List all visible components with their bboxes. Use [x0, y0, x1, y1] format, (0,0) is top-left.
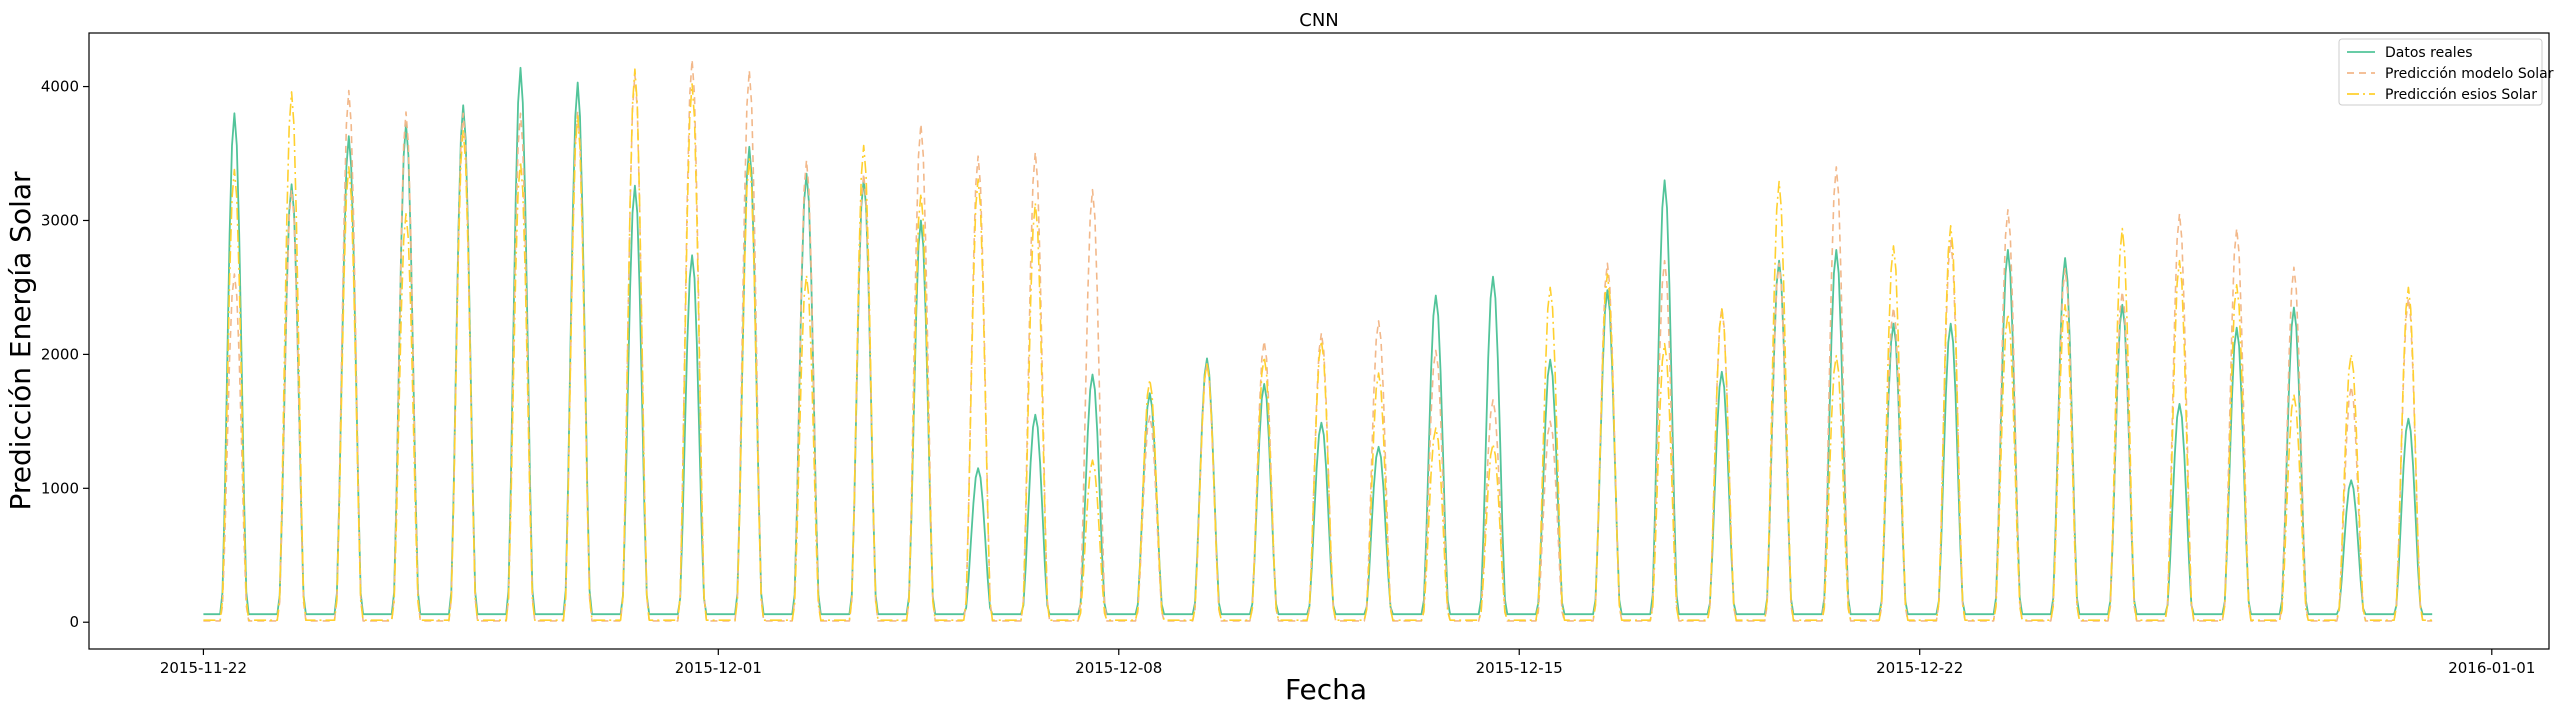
y-tick-label: 4000 [41, 78, 79, 96]
series-line-2 [203, 58, 2433, 622]
legend: Datos reales Predicción modelo Solar Predi… [2338, 38, 2554, 106]
plot-frame [88, 32, 2550, 650]
x-tick-label: 2016-01-01 [2448, 659, 2535, 677]
x-tick-label: 2015-11-22 [160, 659, 247, 677]
series-line-1 [203, 66, 2433, 616]
series-line-3 [203, 68, 2433, 622]
x-axis: 2015-11-22 2015-12-01 2015-12-08 2015-12-15… [160, 649, 2535, 677]
x-tick-label: 2015-12-01 [675, 659, 762, 677]
legend-label: Predicción modelo Solar [2385, 66, 2554, 82]
y-tick-label: 0 [69, 613, 79, 631]
x-axis-label: Fecha [1285, 673, 1367, 706]
x-tick-label: 2015-12-15 [1476, 659, 1563, 677]
legend-box [2338, 38, 2543, 106]
y-axis: 0 1000 2000 3000 4000 [41, 78, 89, 631]
y-tick-label: 1000 [41, 479, 79, 497]
legend-label: Predicción esios Solar [2385, 87, 2537, 103]
x-tick-label: 2015-12-08 [1075, 659, 1162, 677]
chart-title: CNN [1299, 10, 1339, 31]
legend-label: Datos reales [2385, 45, 2473, 61]
y-axis-label: Predicción Energía Solar [4, 171, 37, 511]
plot-lines [203, 58, 2433, 622]
y-tick-label: 3000 [41, 211, 79, 229]
y-tick-label: 2000 [41, 345, 79, 363]
x-tick-label: 2015-12-22 [1876, 659, 1963, 677]
